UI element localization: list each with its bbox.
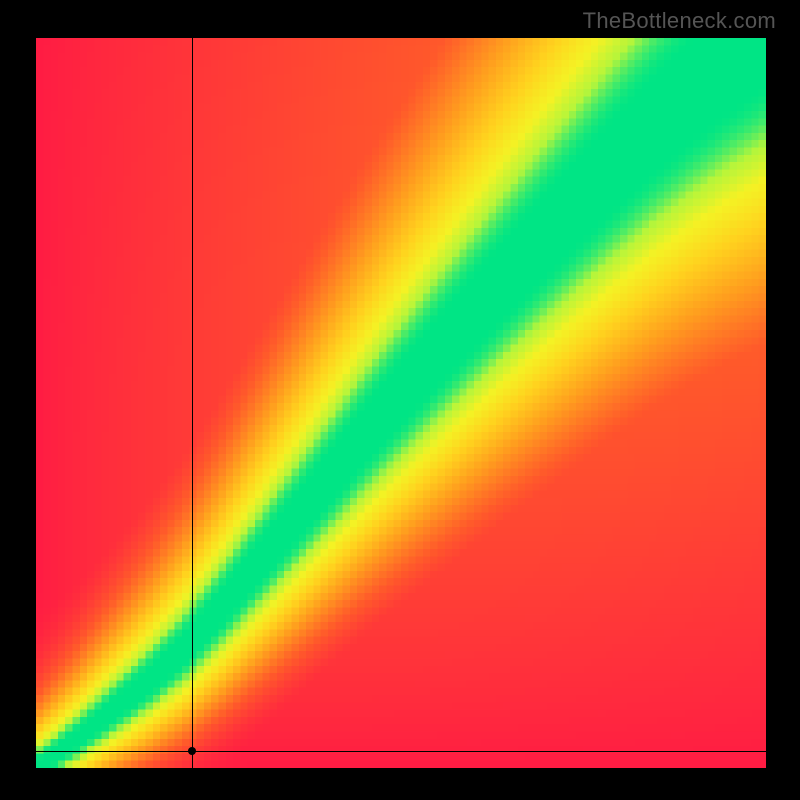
heatmap-canvas [36,38,766,768]
vertical-crosshair [192,38,193,768]
crosshair-marker [188,747,196,755]
watermark-label: TheBottleneck.com [583,8,776,34]
chart-container: TheBottleneck.com [0,0,800,800]
horizontal-crosshair [36,751,766,752]
